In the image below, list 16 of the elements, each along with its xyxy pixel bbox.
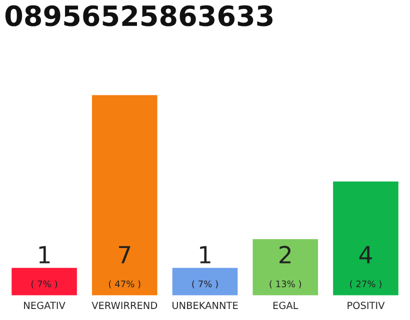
x-tick-label: UNBEKANNTE [172, 302, 238, 310]
data-label: 7 ( 47% ) [108, 246, 140, 288]
chart-title: 08956525863633 [5, 5, 272, 26]
x-tick-label: EGAL [273, 302, 298, 310]
data-label: 2 ( 13% ) [270, 246, 302, 288]
bar [170, 266, 240, 296]
bar [332, 180, 400, 296]
data-label: 1 ( 7% ) [32, 246, 58, 288]
data-label: 4 ( 27% ) [350, 246, 382, 288]
data-label: 1 ( 7% ) [192, 246, 218, 288]
bar [251, 238, 320, 296]
x-tick-label: VERWIRREND [92, 302, 158, 309]
bar [10, 266, 78, 296]
x-tick-label: POSITIV [348, 302, 385, 310]
bar [90, 94, 159, 296]
x-tick-label: NEGATIV [24, 302, 66, 310]
